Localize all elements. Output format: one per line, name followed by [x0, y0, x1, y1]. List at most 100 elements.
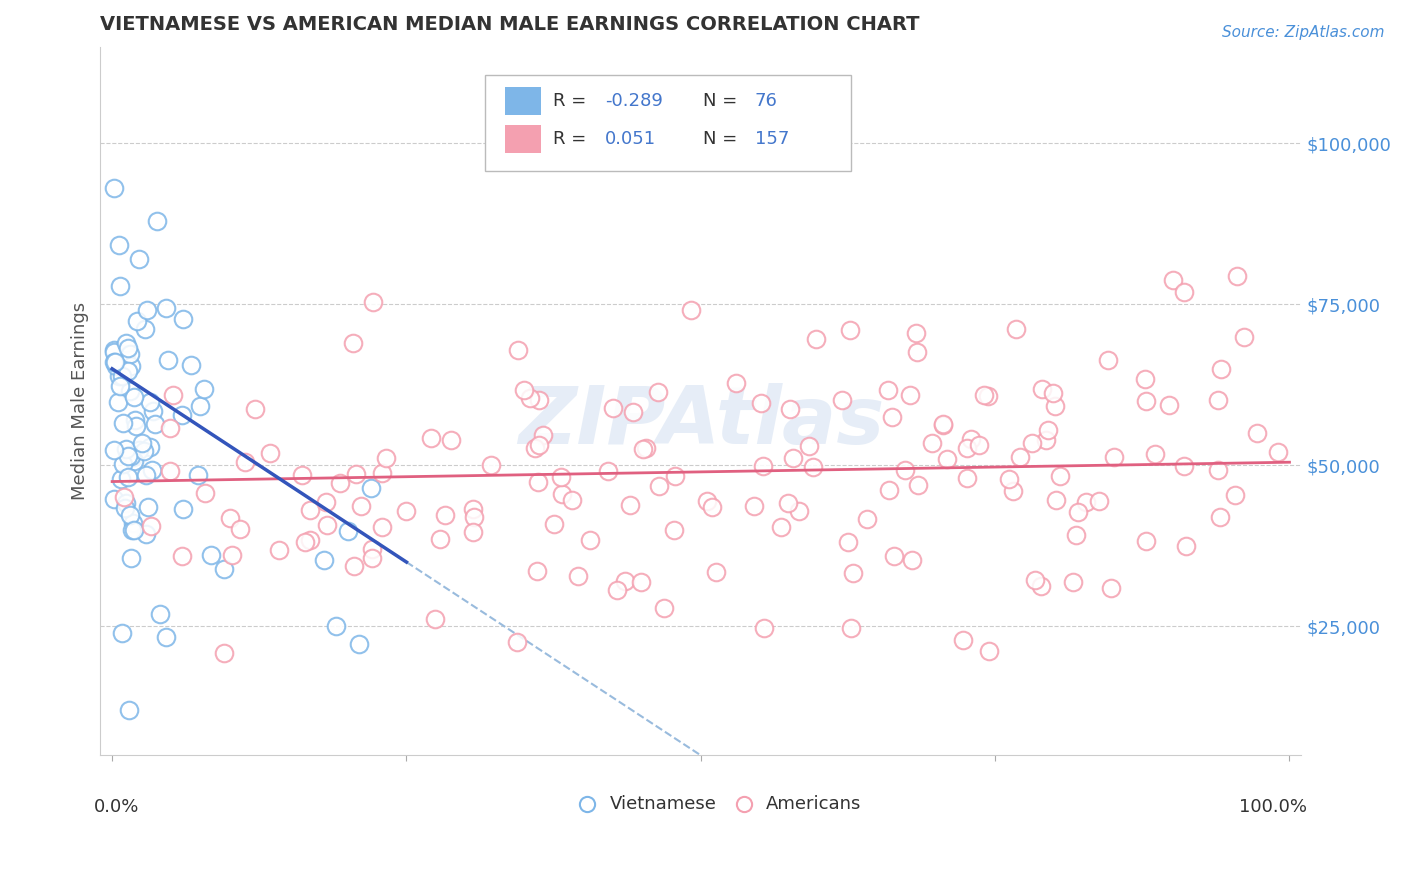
- Point: [343, 558, 366, 573]
- Point: [118, 703, 141, 717]
- Point: [128, 252, 150, 266]
- Text: 0.0%: 0.0%: [94, 797, 139, 816]
- Point: [936, 452, 959, 467]
- Point: [901, 553, 924, 567]
- Point: [513, 383, 536, 397]
- Point: [124, 412, 146, 426]
- Point: [159, 421, 181, 435]
- Point: [921, 435, 943, 450]
- Point: [527, 475, 550, 489]
- Point: [117, 364, 139, 378]
- Point: [561, 492, 583, 507]
- Point: [749, 396, 772, 410]
- Point: [172, 502, 194, 516]
- Point: [360, 551, 382, 566]
- Point: [1246, 426, 1268, 441]
- Point: [932, 417, 955, 432]
- Point: [1233, 330, 1256, 344]
- Point: [259, 446, 281, 460]
- Point: [505, 635, 527, 649]
- Point: [578, 780, 600, 795]
- Point: [139, 440, 162, 454]
- Point: [122, 523, 145, 537]
- Point: [110, 472, 132, 486]
- Point: [831, 392, 853, 407]
- Point: [124, 419, 146, 434]
- Point: [779, 401, 801, 416]
- Text: N =: N =: [703, 130, 744, 148]
- Point: [350, 500, 373, 514]
- Point: [744, 499, 766, 513]
- Point: [108, 278, 131, 293]
- Point: [839, 323, 862, 337]
- Point: [267, 543, 290, 558]
- Text: -0.289: -0.289: [605, 92, 662, 111]
- Text: VIETNAMESE VS AMERICAN MEDIAN MALE EARNINGS CORRELATION CHART: VIETNAMESE VS AMERICAN MEDIAN MALE EARNI…: [100, 15, 920, 34]
- Point: [1209, 510, 1232, 524]
- Point: [111, 368, 134, 383]
- Text: R =: R =: [553, 92, 592, 111]
- Point: [375, 450, 398, 465]
- Point: [117, 449, 139, 463]
- Point: [103, 344, 125, 359]
- Point: [751, 458, 773, 473]
- Point: [1173, 459, 1195, 474]
- Text: Source: ZipAtlas.com: Source: ZipAtlas.com: [1222, 25, 1385, 40]
- Point: [531, 428, 554, 442]
- Point: [769, 520, 792, 534]
- Point: [479, 458, 502, 473]
- Point: [1005, 322, 1028, 336]
- Point: [112, 458, 135, 472]
- Point: [229, 522, 252, 536]
- Point: [120, 551, 142, 566]
- Point: [905, 326, 928, 340]
- Point: [336, 524, 359, 538]
- Point: [519, 391, 541, 405]
- Point: [329, 475, 352, 490]
- Point: [652, 600, 675, 615]
- Point: [1143, 447, 1166, 461]
- Point: [837, 535, 859, 549]
- Point: [733, 780, 755, 795]
- Point: [315, 494, 337, 508]
- Y-axis label: Median Male Earnings: Median Male Earnings: [72, 302, 89, 500]
- Point: [105, 359, 128, 373]
- Point: [905, 344, 928, 359]
- Point: [893, 463, 915, 477]
- Point: [1010, 450, 1032, 464]
- Point: [108, 379, 131, 393]
- Point: [294, 535, 316, 549]
- Point: [1174, 539, 1197, 553]
- Point: [212, 646, 235, 660]
- Point: [291, 467, 314, 482]
- Point: [1024, 573, 1046, 587]
- Point: [214, 562, 236, 576]
- Point: [1067, 505, 1090, 519]
- Point: [956, 441, 979, 455]
- Text: R =: R =: [553, 130, 592, 148]
- Point: [135, 526, 157, 541]
- Point: [973, 388, 995, 402]
- Point: [1135, 372, 1157, 386]
- Point: [700, 500, 723, 514]
- Point: [956, 471, 979, 485]
- Point: [117, 469, 139, 483]
- Point: [567, 569, 589, 583]
- Point: [132, 444, 155, 458]
- Point: [112, 490, 135, 504]
- Point: [1049, 469, 1071, 483]
- Point: [114, 336, 136, 351]
- Point: [1173, 285, 1195, 300]
- Point: [104, 355, 127, 369]
- Point: [243, 402, 266, 417]
- Point: [619, 498, 641, 512]
- Text: 76: 76: [755, 92, 778, 111]
- Point: [371, 466, 394, 480]
- Point: [134, 322, 156, 336]
- Point: [395, 504, 418, 518]
- Point: [312, 552, 335, 566]
- Point: [1157, 398, 1180, 412]
- Point: [724, 376, 747, 390]
- Point: [172, 549, 194, 564]
- Point: [194, 486, 217, 500]
